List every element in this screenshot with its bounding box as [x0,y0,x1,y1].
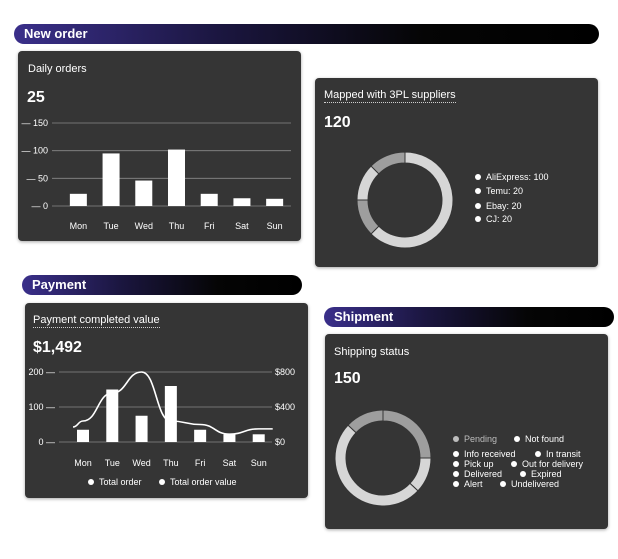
legend-item: Expired [520,469,562,479]
y-tick-label: — 50 [26,173,48,183]
shipment-section-header: Shipment [324,307,614,327]
card-title: Daily orders [28,63,87,75]
legend-item: Info received [453,449,516,459]
donut-slice [370,151,406,175]
bar [168,149,185,206]
legend-dot [88,479,94,485]
y-tick-label: — 150 [21,118,48,128]
x-tick-label: Fri [195,458,206,468]
x-tick-label: Tue [105,458,120,468]
x-tick-label: Sun [251,458,267,468]
x-tick-label: Sat [223,458,237,468]
legend-item: Out for delivery [511,459,583,469]
daily-orders-card: Daily orders 25 — 0 — 50 — 100 — 150 Mon Tue W… [18,51,301,241]
mapped-suppliers-donut [356,151,454,249]
x-tick-label: Tue [103,221,118,231]
x-tick-label: Mon [70,221,88,231]
x-tick-label: Wed [132,458,150,468]
donut-slice [356,199,380,235]
bar [69,193,87,206]
payment-value-card: Payment completed value $1,492 0 — 100 — 2… [25,303,308,498]
payment-value: $1,492 [33,339,82,356]
legend-item: Pick up [453,459,494,469]
bar [223,434,236,442]
legend-item: In transit [535,449,581,459]
bar [164,386,177,442]
daily-orders-bar-chart: — 0 — 50 — 100 — 150 Mon Tue Wed Thu Fri Sat Sun [21,118,291,231]
x-tick-label: Thu [163,458,179,468]
bar [135,415,148,442]
legend-item: Delivered [453,469,502,479]
shipping-status-donut [334,409,432,507]
legend-item: Temu: 20 [475,186,523,196]
legend-label: Total order value [170,477,237,487]
y-tick-label: — 100 [21,146,48,156]
x-tick-label: Wed [135,221,153,231]
bar [200,193,218,206]
x-tick-label: Sun [267,221,283,231]
legend-item: Ebay: 20 [475,201,522,211]
bar [194,429,207,442]
shipping-status-card: Shipping status 150 Pending Not found In… [325,334,608,529]
card-title[interactable]: Payment completed value [33,314,160,328]
bar [106,389,119,442]
donut-slice [334,424,419,507]
payment-section-header: Payment [22,275,302,295]
mapped-suppliers-card: Mapped with 3PL suppliers 120 AliExpress… [315,78,598,267]
series-line-total-order-value [72,371,273,435]
mapped-suppliers-value: 120 [324,114,351,131]
bar [77,429,89,442]
y-tick-label: 100 — [28,402,55,412]
y-tick-label: — 0 [31,201,48,211]
card-title[interactable]: Mapped with 3PL suppliers [324,89,456,103]
y2-tick-label: $0 [275,437,285,447]
bar [233,198,251,206]
donut-slice [347,409,384,434]
legend-item: Alert [453,479,483,489]
bar [252,434,265,442]
legend-item: Not found [514,434,564,444]
y-tick-label: 0 — [38,437,55,447]
new-order-section-header: New order [14,24,599,44]
legend-item: Undelivered [500,479,559,489]
y2-tick-label: $400 [275,402,295,412]
legend-label: Total order [99,477,142,487]
x-tick-label: Thu [169,221,185,231]
x-tick-label: Sat [235,221,249,231]
payment-combo-chart: 0 — 100 — 200 — $0 $400 $800 Mon Tue Wed Thu Fri Sa… [28,367,295,487]
x-tick-label: Mon [74,458,92,468]
legend-item: CJ: 20 [475,214,512,224]
card-title: Shipping status [334,346,410,358]
bar [266,198,284,206]
bar [102,153,120,206]
legend-dot [159,479,165,485]
y2-tick-label: $800 [275,367,295,377]
legend-item: Pending [453,434,497,444]
legend-item: AliExpress: 100 [475,172,549,182]
x-tick-label: Fri [204,221,215,231]
y-tick-label: 200 — [28,367,55,377]
daily-orders-value: 25 [27,89,45,106]
donut-slice [382,409,432,459]
shipping-status-value: 150 [334,370,361,387]
bar [135,180,153,206]
